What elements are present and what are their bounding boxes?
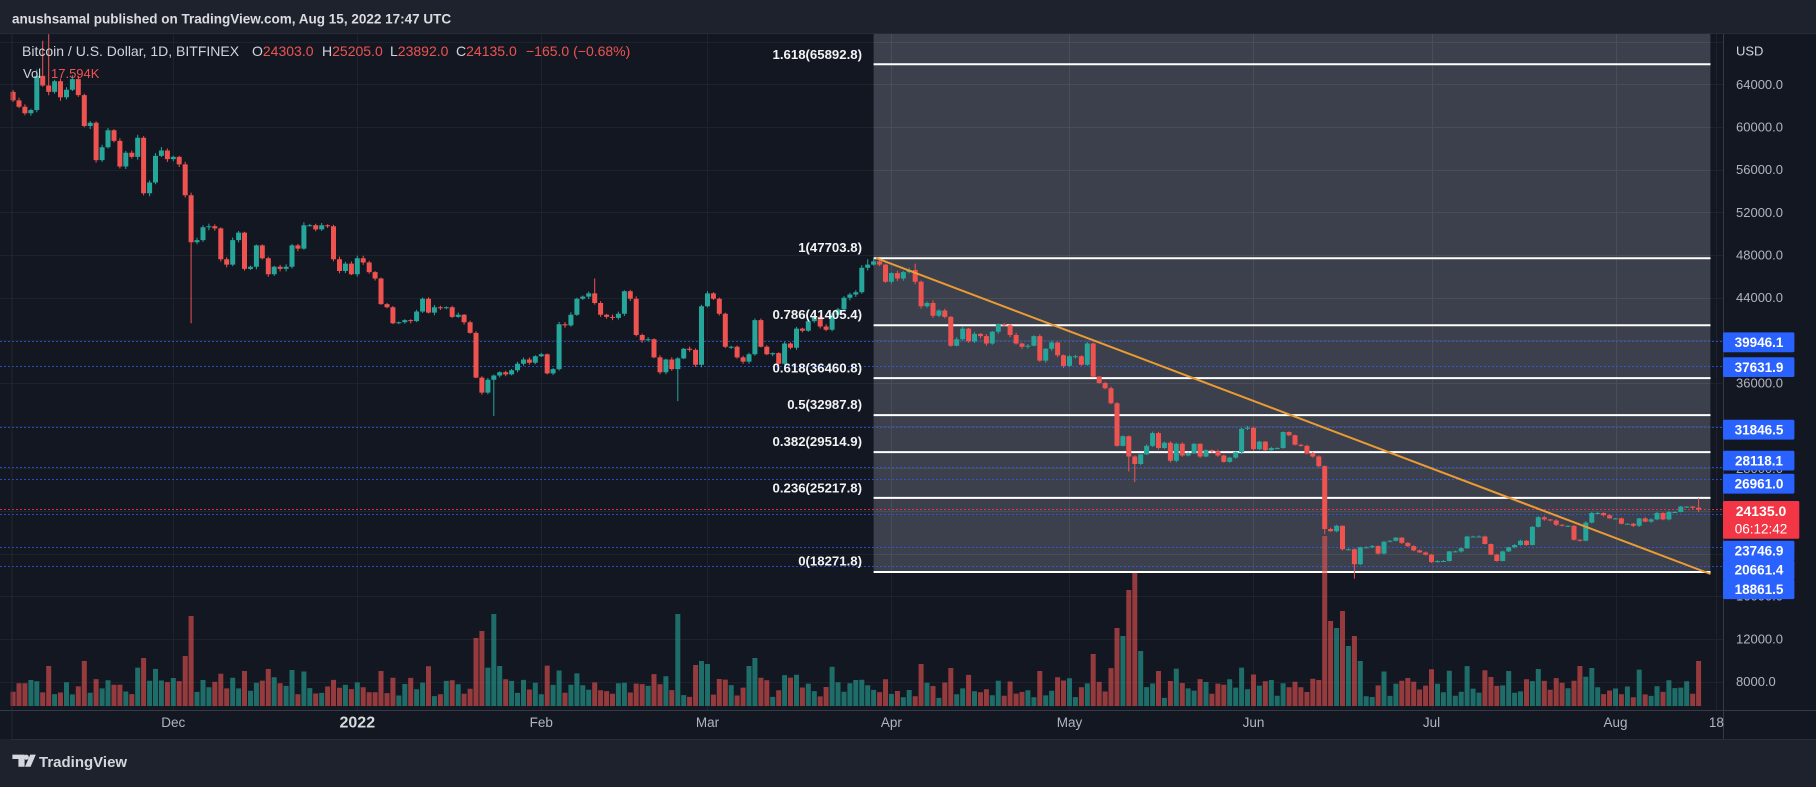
svg-text:8000.0: 8000.0 [1736,674,1776,689]
svg-text:0(18271.8): 0(18271.8) [798,554,862,569]
svg-text:2022: 2022 [340,715,376,732]
svg-text:31846.5: 31846.5 [1735,423,1784,438]
svg-text:44000.0: 44000.0 [1736,290,1783,305]
svg-text:0.5(32987.8): 0.5(32987.8) [787,397,862,412]
svg-text:18861.5: 18861.5 [1735,582,1784,597]
svg-text:C24135.0: C24135.0 [456,43,517,59]
svg-text:12000.0: 12000.0 [1736,631,1783,646]
svg-text:1.618(65892.8): 1.618(65892.8) [773,47,862,62]
svg-text:TradingView: TradingView [39,754,127,771]
svg-text:Apr: Apr [881,715,903,730]
svg-text:28118.1: 28118.1 [1735,453,1784,468]
svg-text:18: 18 [1709,715,1724,730]
svg-text:Vol: Vol [23,66,41,81]
svg-text:48000.0: 48000.0 [1736,248,1783,263]
svg-text:37631.9: 37631.9 [1735,360,1784,375]
svg-text:39946.1: 39946.1 [1735,335,1784,350]
svg-text:−165.0 (−0.68%): −165.0 (−0.68%) [526,43,630,59]
svg-text:0.786(41405.4): 0.786(41405.4) [773,307,862,322]
svg-text:L23892.0: L23892.0 [390,43,449,59]
svg-text:Feb: Feb [530,715,553,730]
svg-text:anushsamal published on Tradin: anushsamal published on TradingView.com,… [12,12,451,27]
svg-text:Aug: Aug [1603,715,1627,730]
svg-text:36000.0: 36000.0 [1736,376,1783,391]
svg-text:06:12:42: 06:12:42 [1735,522,1788,537]
svg-text:Jul: Jul [1423,715,1440,730]
svg-text:17.594K: 17.594K [51,66,100,81]
svg-text:23746.9: 23746.9 [1735,544,1784,559]
svg-text:52000.0: 52000.0 [1736,205,1783,220]
svg-text:1(47703.8): 1(47703.8) [798,240,862,255]
svg-text:0.382(29514.9): 0.382(29514.9) [773,434,862,449]
svg-text:USD: USD [1736,44,1763,59]
svg-text:Mar: Mar [696,715,720,730]
svg-text:May: May [1057,715,1083,730]
svg-text:26961.0: 26961.0 [1735,477,1784,492]
svg-text:0.236(25217.8): 0.236(25217.8) [773,481,862,496]
svg-text:60000.0: 60000.0 [1736,120,1783,135]
svg-text:20661.4: 20661.4 [1735,563,1784,578]
svg-text:Jun: Jun [1243,715,1265,730]
svg-text:64000.0: 64000.0 [1736,77,1783,92]
svg-text:0.618(36460.8): 0.618(36460.8) [773,361,862,376]
svg-text:H25205.0: H25205.0 [322,43,383,59]
svg-text:Bitcoin / U.S. Dollar, 1D, BIT: Bitcoin / U.S. Dollar, 1D, BITFINEX [22,43,240,59]
svg-text:56000.0: 56000.0 [1736,162,1783,177]
svg-text:O24303.0: O24303.0 [252,43,314,59]
svg-text:24135.0: 24135.0 [1736,503,1787,519]
svg-text:Dec: Dec [161,715,185,730]
